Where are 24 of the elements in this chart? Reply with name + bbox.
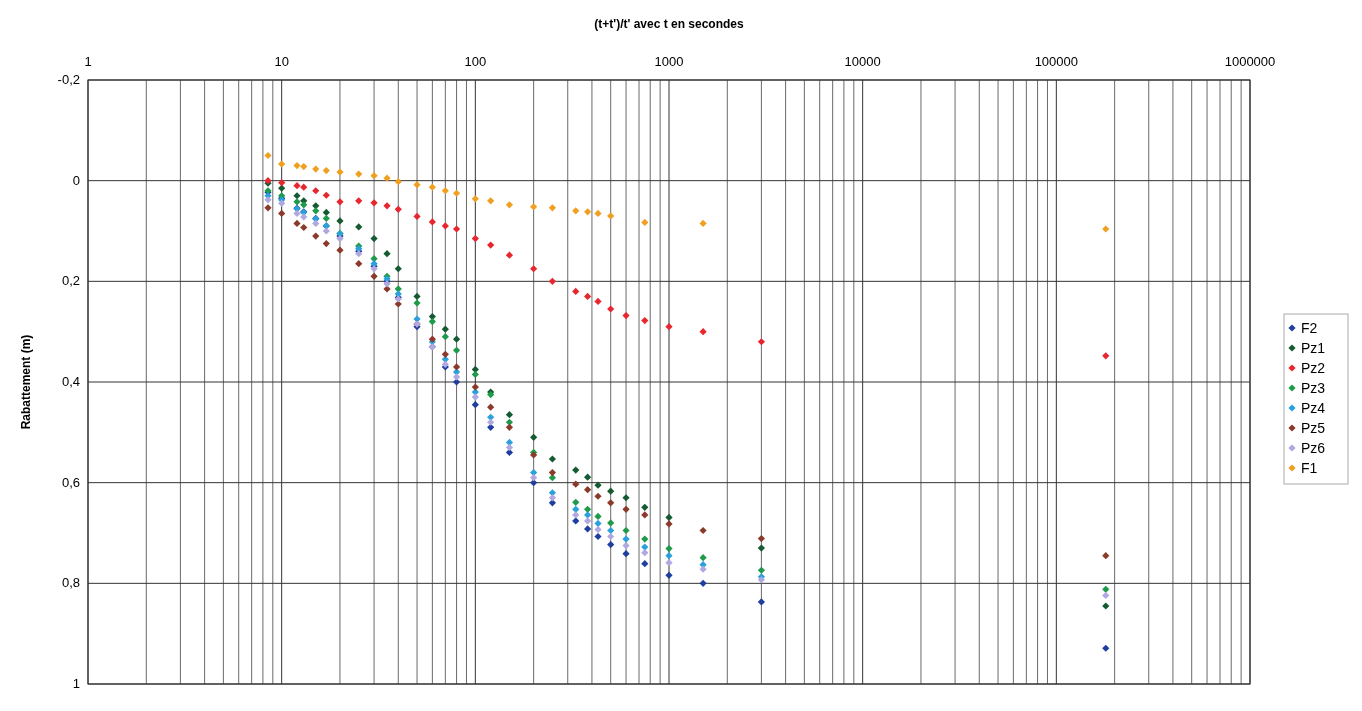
x-tick-label: 1000000 [1224, 54, 1276, 69]
x-tick-label: 100000 [1034, 54, 1079, 69]
y-tick-label: 0 [72, 172, 80, 188]
x-axis-title: (t+t')/t' avec t en secondes [594, 17, 745, 31]
y-tick-label: 1 [72, 676, 80, 691]
legend-label: Pz4 [1301, 400, 1326, 416]
legend-label: Pz6 [1301, 440, 1326, 456]
legend-label: F1 [1301, 460, 1318, 476]
y-tick-label: 0,2 [61, 273, 80, 289]
y-tick-label: -0,2 [57, 72, 80, 87]
legend-label: Pz5 [1301, 420, 1326, 436]
y-tick-label: 0,4 [61, 374, 80, 389]
legend-label: F2 [1301, 320, 1318, 336]
y-tick-label: 0,8 [61, 575, 80, 591]
x-tick-label: 10 [274, 54, 289, 69]
x-tick-label: 10000 [844, 54, 881, 69]
legend-label: Pz3 [1301, 380, 1326, 396]
x-tick-label: 1 [84, 54, 92, 69]
legend-label: Pz1 [1301, 340, 1326, 356]
legend-label: Pz2 [1301, 360, 1326, 376]
x-tick-label: 1000 [654, 54, 684, 69]
x-tick-label: 100 [464, 54, 487, 69]
y-axis-title: Rabattement (m) [19, 334, 33, 430]
y-tick-label: 0,6 [61, 474, 80, 490]
